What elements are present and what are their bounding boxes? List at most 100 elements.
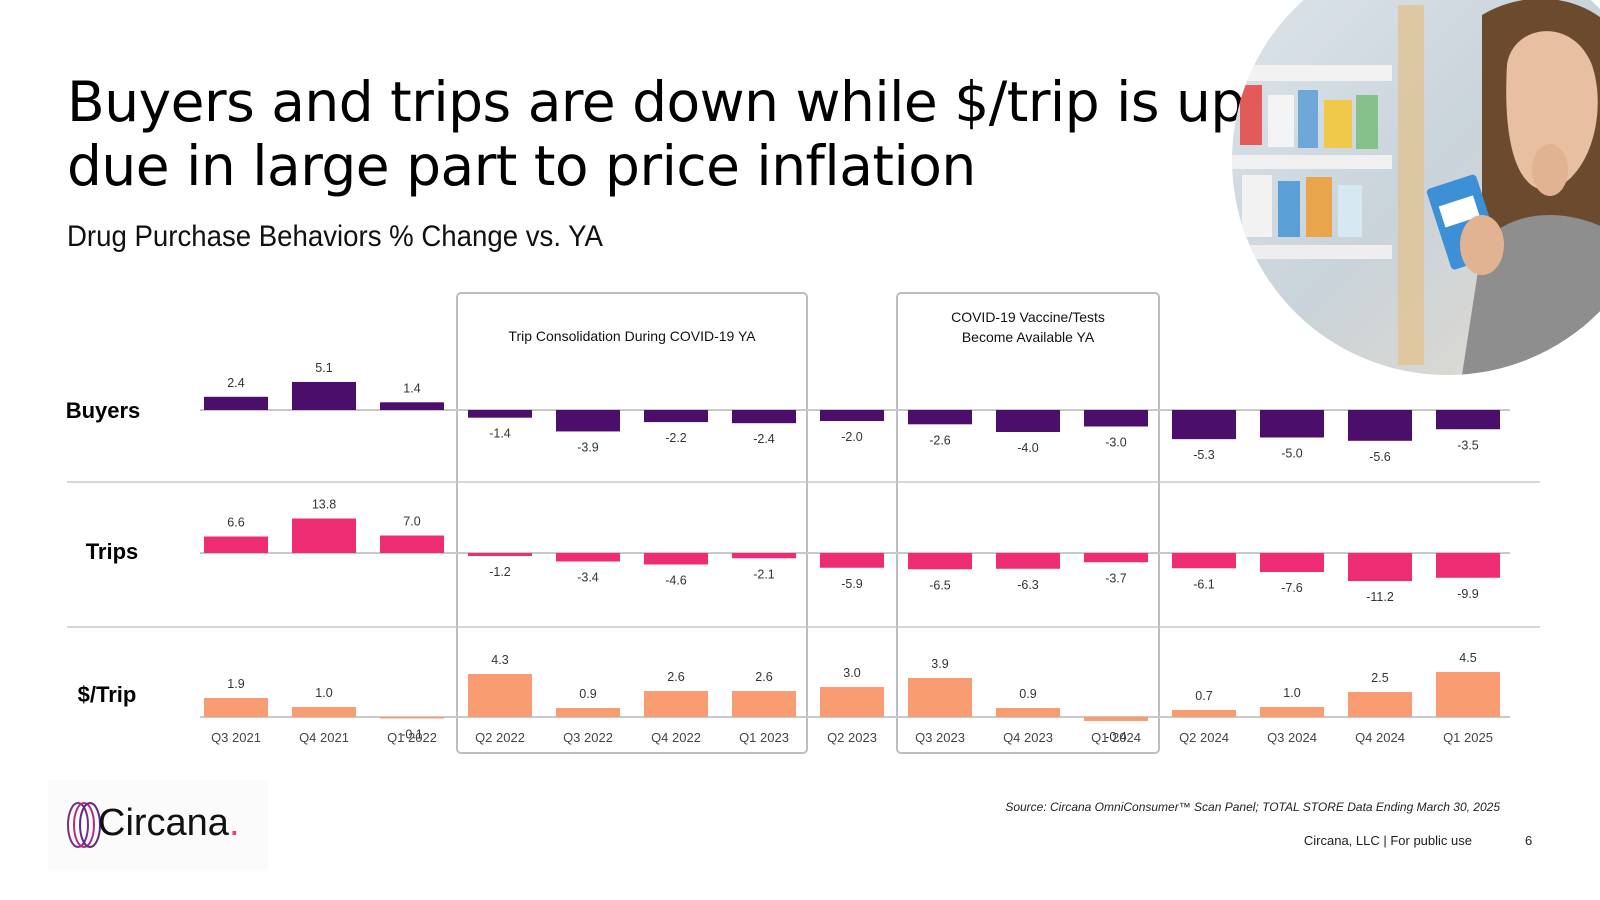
annotation-trip-consolidation: Trip Consolidation During COVID-19 YA <box>508 328 756 344</box>
buyers-value-label: -3.5 <box>1457 438 1479 452</box>
trips-value-label: -6.3 <box>1017 578 1039 592</box>
buyers-value-label: 1.4 <box>403 381 420 395</box>
trips-value-label: -3.4 <box>577 571 599 585</box>
dollars-per-trip-value-label: -0.1 <box>401 728 423 742</box>
dollars-per-trip-bar <box>908 678 972 717</box>
trips-bar <box>380 535 444 553</box>
circana-logo-mark <box>67 802 101 848</box>
buyers-value-label: -1.4 <box>489 427 511 441</box>
highlight-box-2 <box>896 292 1160 754</box>
trips-value-label: -2.1 <box>753 567 775 581</box>
x-tick-label: Q1 2024 <box>1091 730 1141 745</box>
annotation-vaccine-line2: Become Available YA <box>962 329 1095 345</box>
dollars-per-trip-value-label: 4.5 <box>1459 651 1476 665</box>
trips-value-label: -3.7 <box>1105 571 1127 585</box>
x-tick-label: Q1 2022 <box>387 730 437 745</box>
buyers-value-label: -3.0 <box>1105 436 1127 450</box>
buyers-bar <box>468 410 532 418</box>
buyers-value-label: 2.4 <box>227 376 244 390</box>
circana-logo-text: Circana. <box>98 802 240 845</box>
dollars-per-trip-value-label: 1.0 <box>1283 686 1300 700</box>
buyers-value-label: -5.0 <box>1281 447 1303 461</box>
x-tick-label: Q2 2023 <box>827 730 877 745</box>
buyers-value-label: 5.1 <box>315 361 332 375</box>
source-note: Source: Circana OmniConsumer™ Scan Panel… <box>1005 800 1500 814</box>
trips-value-label: -11.2 <box>1366 590 1394 604</box>
trips-value-label: -7.6 <box>1281 581 1303 595</box>
buyers-bar <box>204 396 268 410</box>
page-title: Buyers and trips are down while $/trip i… <box>67 70 1245 198</box>
buyers-value-label: -2.0 <box>841 430 863 444</box>
dollars-per-trip-value-label: 0.9 <box>579 687 596 701</box>
buyers-bar <box>996 410 1060 432</box>
logo-dot: . <box>228 802 240 844</box>
annotation-vaccine-line1: COVID-19 Vaccine/Tests <box>951 309 1105 325</box>
dollars-per-trip-bar <box>996 708 1060 717</box>
trips-value-label: -4.6 <box>665 574 687 588</box>
buyers-value-label: -3.9 <box>577 440 599 454</box>
trips-bar <box>732 553 796 559</box>
dollars-per-trip-value-label: 3.9 <box>931 657 948 671</box>
trips-bar <box>1436 553 1500 578</box>
trips-row-label: Trips <box>86 539 139 564</box>
trips-bar <box>1260 553 1324 572</box>
buyers-value-label: -2.6 <box>929 433 951 447</box>
buyers-bar <box>1260 410 1324 438</box>
buyers-bar <box>820 410 884 421</box>
x-tick-label: Q4 2021 <box>299 730 349 745</box>
dollars-per-trip-bar <box>1348 692 1412 717</box>
dollars-per-trip-value-label: 2.5 <box>1371 671 1388 685</box>
dollars-per-trip-value-label: 0.9 <box>1019 687 1036 701</box>
dollars-per-trip-bar <box>820 687 884 717</box>
dollars-per-trip-value-label: 2.6 <box>667 670 684 684</box>
x-tick-label: Q1 2025 <box>1443 730 1493 745</box>
x-tick-label: Q3 2024 <box>1267 730 1317 745</box>
x-tick-label: Q4 2024 <box>1355 730 1405 745</box>
dollars-per-trip-bar <box>204 698 268 717</box>
highlight-box-1 <box>456 292 808 754</box>
buyers-bar <box>1084 410 1148 427</box>
dollars-per-trip-value-label: -0.4 <box>1105 730 1127 744</box>
x-tick-label: Q1 2023 <box>739 730 789 745</box>
x-tick-label: Q3 2023 <box>915 730 965 745</box>
buyers-bar <box>644 410 708 423</box>
buyers-bar <box>1348 410 1412 441</box>
dollars-per-trip-bar <box>1084 717 1148 721</box>
x-tick-label: Q2 2024 <box>1179 730 1229 745</box>
buyers-bar <box>380 402 444 410</box>
dollars-per-trip-value-label: 0.7 <box>1195 689 1212 703</box>
buyers-bar <box>1436 410 1500 430</box>
trips-bar <box>556 553 620 562</box>
buyers-bar <box>732 410 796 424</box>
x-tick-label: Q3 2021 <box>211 730 261 745</box>
buyers-value-label: -2.2 <box>665 431 687 445</box>
trips-value-label: -6.5 <box>929 578 951 592</box>
trips-bar <box>468 553 532 556</box>
buyers-row-label: Buyers <box>66 398 141 423</box>
x-tick-label: Q4 2022 <box>651 730 701 745</box>
chart-subtitle: Drug Purchase Behaviors % Change vs. YA <box>67 220 603 253</box>
trips-value-label: -1.2 <box>489 565 511 579</box>
dollars-per-trip-bar <box>1436 672 1500 717</box>
dollars-per-trip-bar <box>556 708 620 717</box>
x-tick-label: Q4 2023 <box>1003 730 1053 745</box>
trips-value-label: 7.0 <box>403 515 420 529</box>
x-tick-label: Q3 2022 <box>563 730 613 745</box>
trips-bar <box>1084 553 1148 563</box>
trips-bar <box>1348 553 1412 581</box>
page-number: 6 <box>1525 833 1533 848</box>
dollars-per-trip-value-label: 1.9 <box>227 677 244 691</box>
circana-logo: Circana. <box>48 780 268 870</box>
dollars-per-trip-value-label: 2.6 <box>755 670 772 684</box>
buyers-bar <box>556 410 620 432</box>
dollars-per-trip-bar <box>644 691 708 717</box>
trips-bar <box>204 536 268 553</box>
buyers-value-label: -5.6 <box>1369 450 1391 464</box>
trips-value-label: 13.8 <box>312 498 336 512</box>
x-tick-label: Q2 2022 <box>475 730 525 745</box>
trips-bar <box>908 553 972 570</box>
buyers-value-label: -4.0 <box>1017 441 1039 455</box>
trips-bar <box>644 553 708 565</box>
dollars-per-trip-value-label: 4.3 <box>491 653 508 667</box>
